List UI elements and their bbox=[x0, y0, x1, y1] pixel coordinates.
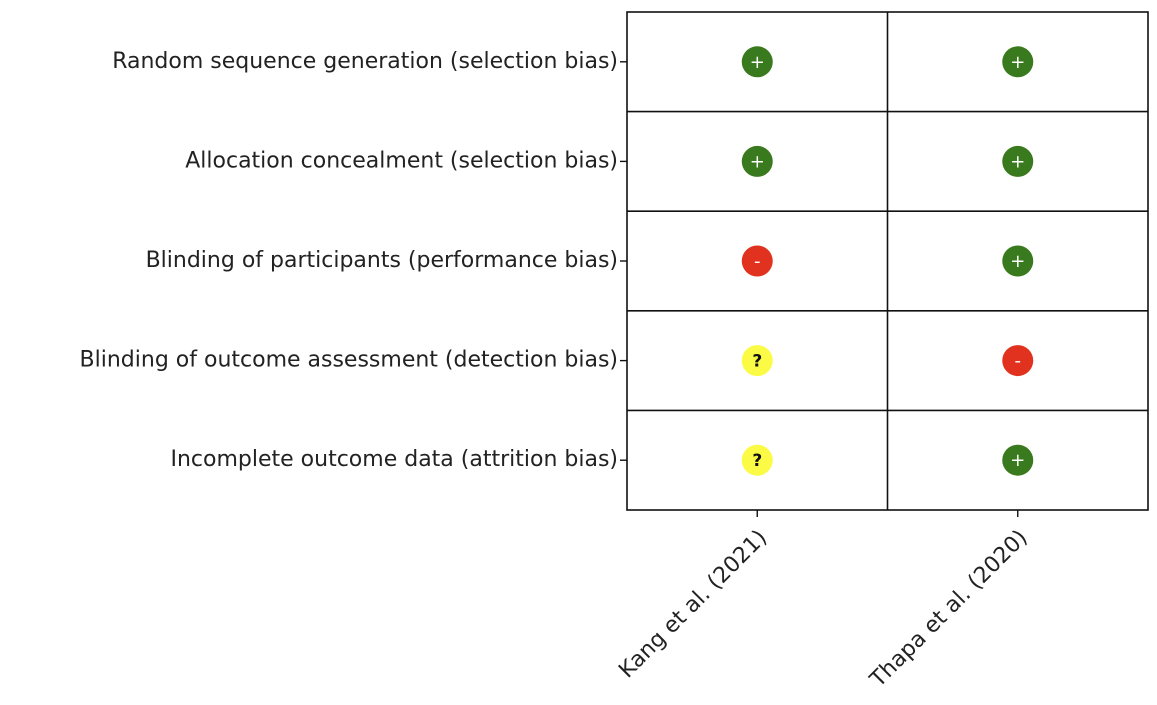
marker-low: + bbox=[1002, 145, 1034, 177]
marker-unclear: ? bbox=[741, 345, 773, 377]
marker-low: + bbox=[1002, 46, 1034, 78]
marker-symbol: - bbox=[1015, 351, 1022, 372]
grid bbox=[626, 11, 1149, 511]
marker-low: + bbox=[1002, 444, 1034, 476]
marker-symbol: + bbox=[1010, 450, 1025, 471]
marker-circle bbox=[1002, 345, 1034, 377]
marker-high: - bbox=[1002, 345, 1034, 377]
row-label: Blinding of participants (performance bi… bbox=[146, 248, 618, 273]
marker-symbol: ? bbox=[752, 451, 762, 471]
marker-unclear: ? bbox=[741, 444, 773, 476]
marker-circle bbox=[741, 444, 773, 476]
column-label: Kang et al. (2021) bbox=[614, 525, 772, 683]
marker-symbol: + bbox=[750, 52, 765, 73]
marker-symbol: + bbox=[750, 151, 765, 172]
marker-circle bbox=[1002, 444, 1034, 476]
row-label: Blinding of outcome assessment (detectio… bbox=[80, 348, 618, 373]
marker-circle bbox=[1002, 46, 1034, 78]
markers: + + + + - +? -? + bbox=[741, 46, 1034, 476]
marker-high: - bbox=[741, 245, 773, 277]
marker-low: + bbox=[741, 145, 773, 177]
marker-symbol: + bbox=[1010, 251, 1025, 272]
marker-low: + bbox=[741, 46, 773, 78]
marker-symbol: + bbox=[1010, 52, 1025, 73]
marker-symbol: - bbox=[754, 251, 761, 272]
marker-circle bbox=[1002, 145, 1034, 177]
column-labels: Kang et al. (2021) Thapa et al. (2020) bbox=[614, 510, 1033, 693]
marker-symbol: + bbox=[1010, 151, 1025, 172]
row-label: Allocation concealment (selection bias) bbox=[185, 148, 618, 173]
marker-circle bbox=[1002, 245, 1034, 277]
row-label: Random sequence generation (selection bi… bbox=[112, 49, 618, 74]
row-labels: Random sequence generation (selection bi… bbox=[80, 49, 627, 472]
marker-circle bbox=[741, 46, 773, 78]
marker-circle bbox=[741, 245, 773, 277]
marker-symbol: ? bbox=[752, 352, 762, 372]
marker-circle bbox=[741, 145, 773, 177]
marker-circle bbox=[741, 345, 773, 377]
column-label: Thapa et al. (2020) bbox=[865, 525, 1033, 693]
marker-low: + bbox=[1002, 245, 1034, 277]
row-label: Incomplete outcome data (attrition bias) bbox=[171, 447, 619, 472]
